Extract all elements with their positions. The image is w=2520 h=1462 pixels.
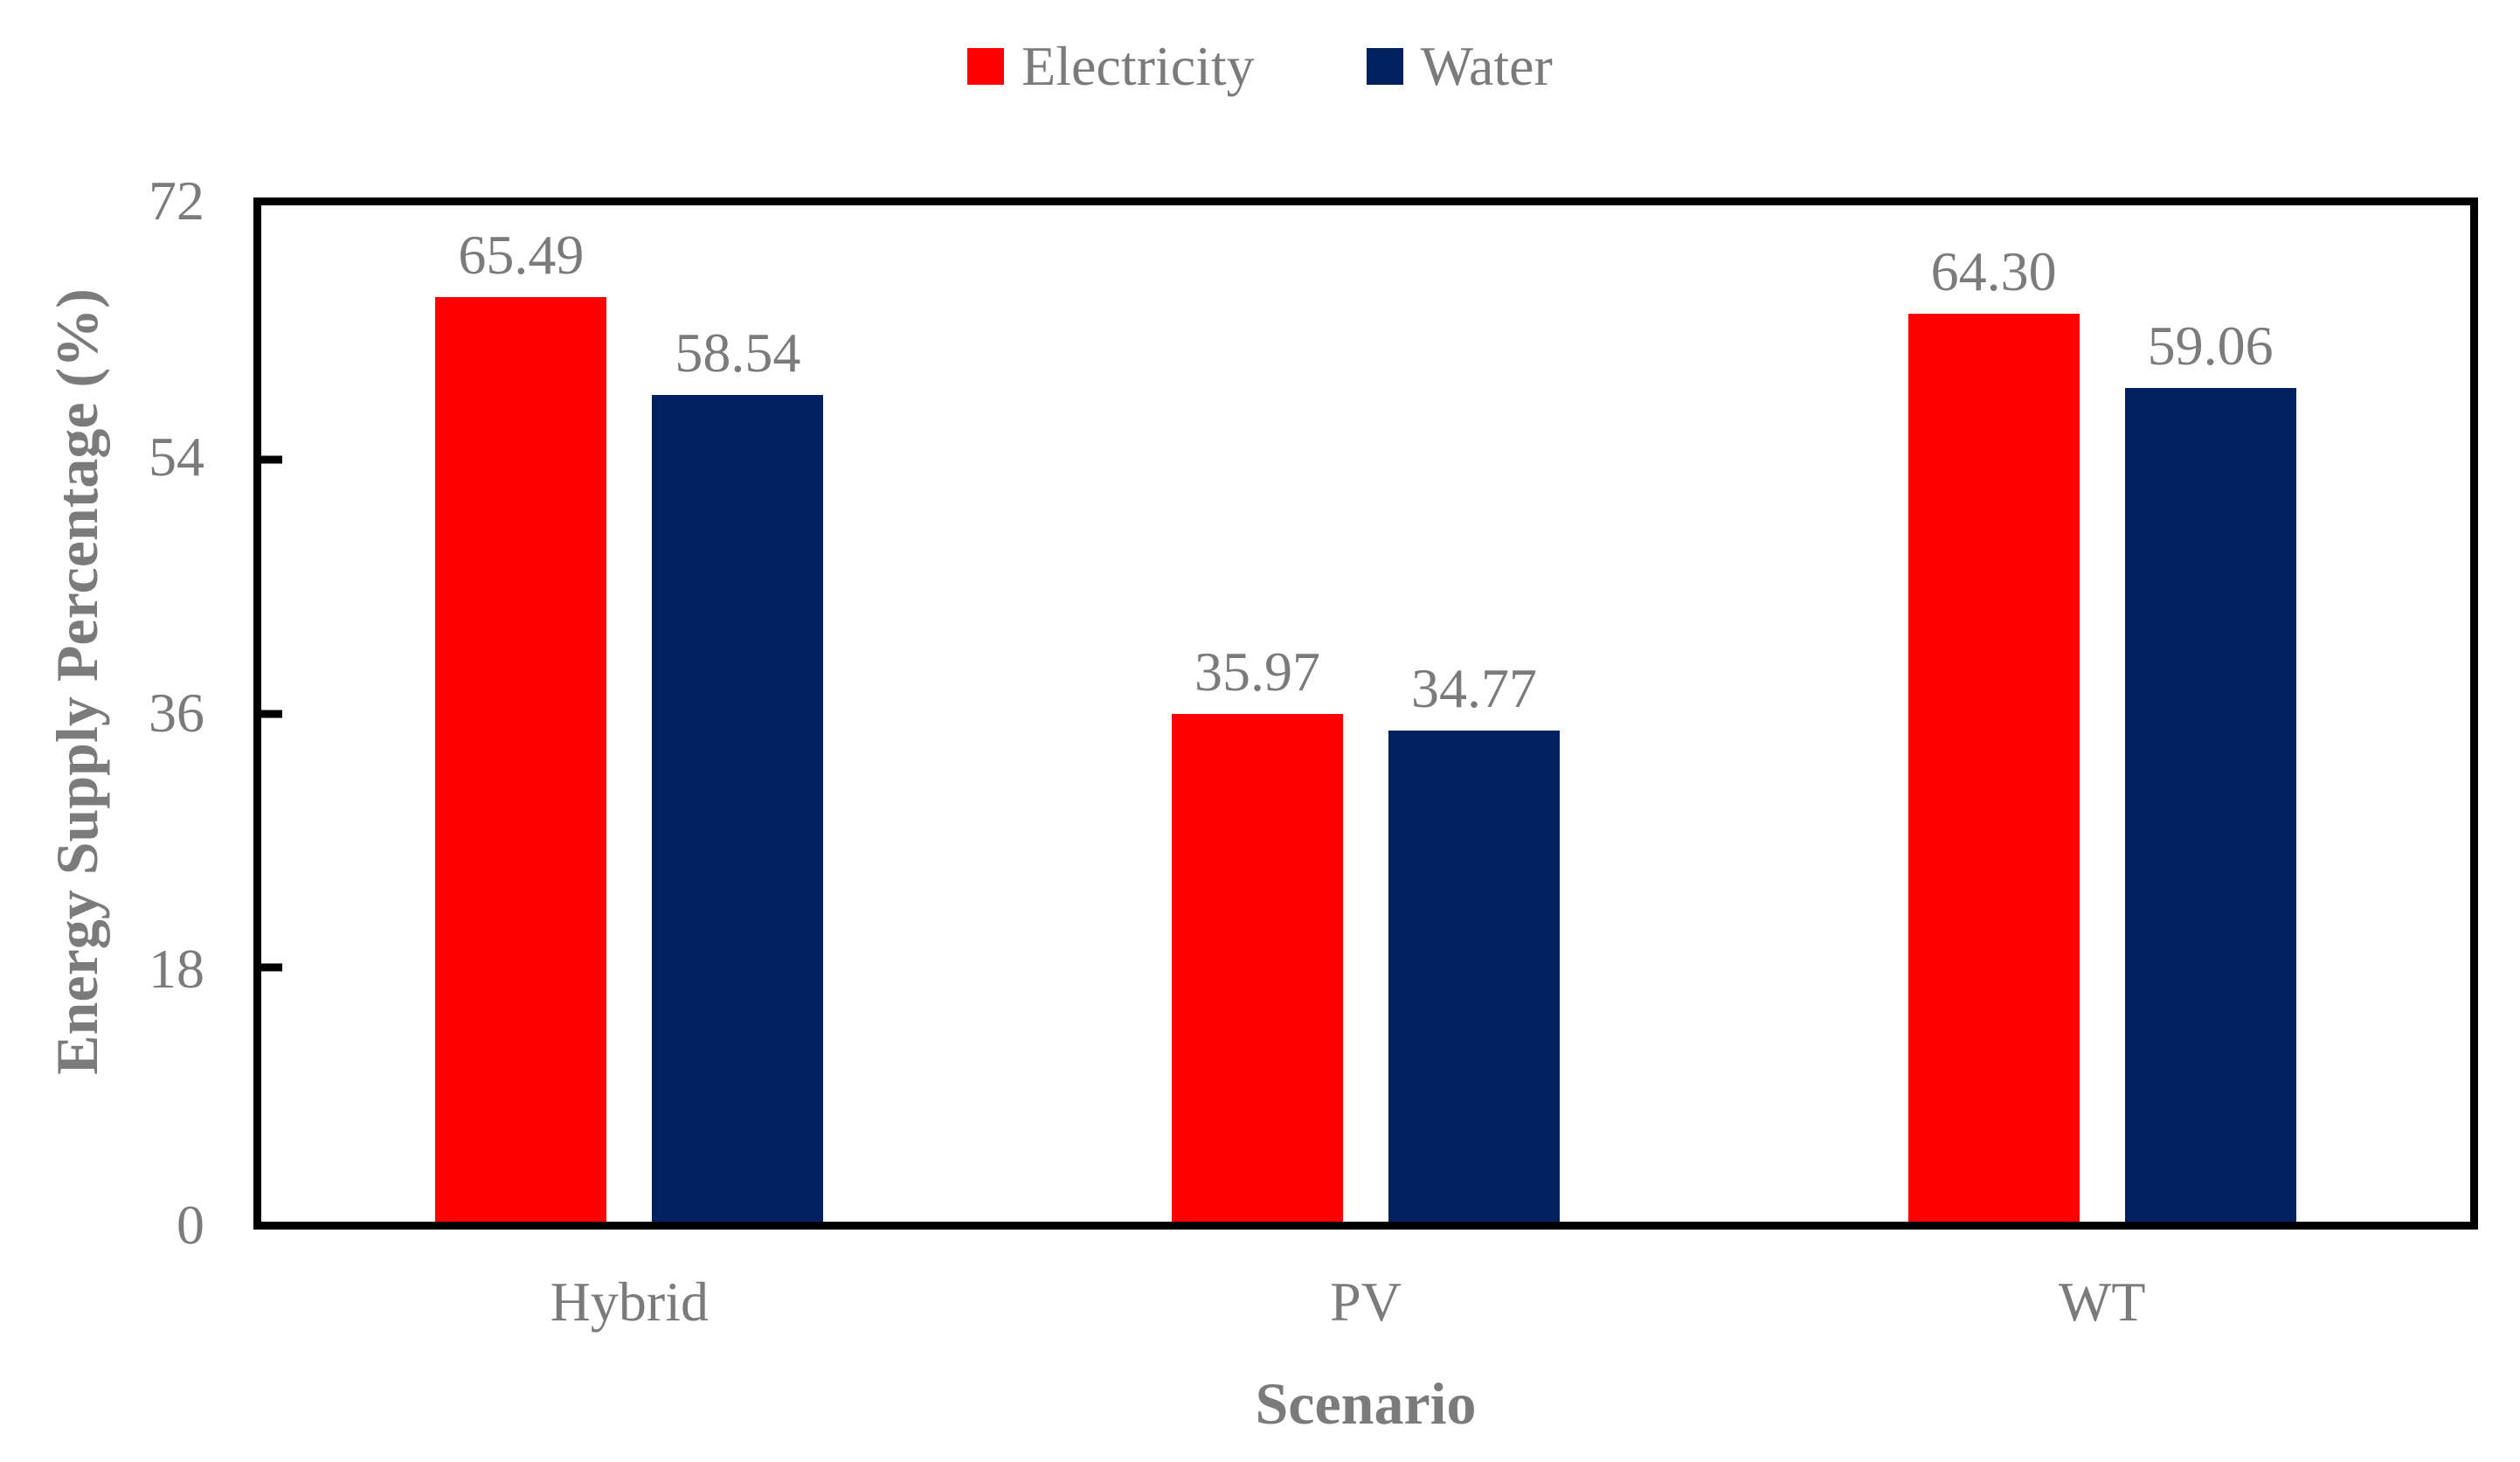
electricity-bar-hybrid: 65.49 xyxy=(435,227,607,1222)
electricity-swatch-icon xyxy=(967,48,1005,85)
y-axis-tick-mark xyxy=(261,963,282,972)
y-axis-tick-mark xyxy=(261,710,282,717)
y-tick-label: 54 xyxy=(149,426,204,488)
x-category-label-hybrid: Hybrid xyxy=(550,1271,709,1333)
water-bar-pv: 34.77 xyxy=(1388,661,1560,1222)
legend-item-electricity: Electricity xyxy=(967,38,1255,94)
x-category-label-pv: PV xyxy=(1330,1271,1402,1333)
data-label: 65.49 xyxy=(458,224,585,287)
electricity-bar-pv: 35.97 xyxy=(1172,644,1343,1222)
y-tick-label: 18 xyxy=(149,938,204,1000)
y-axis-tick-mark xyxy=(261,455,282,464)
data-label: 59.06 xyxy=(2147,315,2274,378)
legend-label-water: Water xyxy=(1420,35,1553,97)
data-label: 34.77 xyxy=(1411,657,1537,720)
bar-group-wt: 64.30 59.06 xyxy=(1907,205,2296,1222)
legend-item-water: Water xyxy=(1366,35,1553,97)
data-label: 64.30 xyxy=(1930,240,2057,303)
bar-group-hybrid: 65.49 58.54 xyxy=(435,205,824,1222)
bar-group-pv: 35.97 34.77 xyxy=(1172,205,1560,1222)
x-category-label-wt: WT xyxy=(2058,1271,2146,1333)
water-bar-wt: 59.06 xyxy=(2124,318,2296,1222)
water-swatch-icon xyxy=(1366,48,1403,85)
data-label: 58.54 xyxy=(675,322,801,385)
plot-area: 65.49 58.54 35.97 34.77 64.30 59.06 xyxy=(253,197,2478,1230)
y-tick-label: 36 xyxy=(149,682,204,744)
x-axis-labels: Hybrid PV WT xyxy=(261,1274,2470,1353)
water-bar-hybrid: 58.54 xyxy=(652,325,824,1222)
data-label: 35.97 xyxy=(1194,641,1320,703)
electricity-bar-wt: 64.30 xyxy=(1907,244,2080,1222)
x-axis-title: Scenario xyxy=(1255,1370,1477,1437)
legend-label-electricity: Electricity xyxy=(1021,35,1255,97)
legend: Electricity Water xyxy=(0,38,2520,94)
y-tick-label: 72 xyxy=(149,170,204,232)
y-tick-label: 0 xyxy=(177,1194,204,1256)
y-axis-labels: 0 18 36 54 72 xyxy=(0,173,204,1253)
